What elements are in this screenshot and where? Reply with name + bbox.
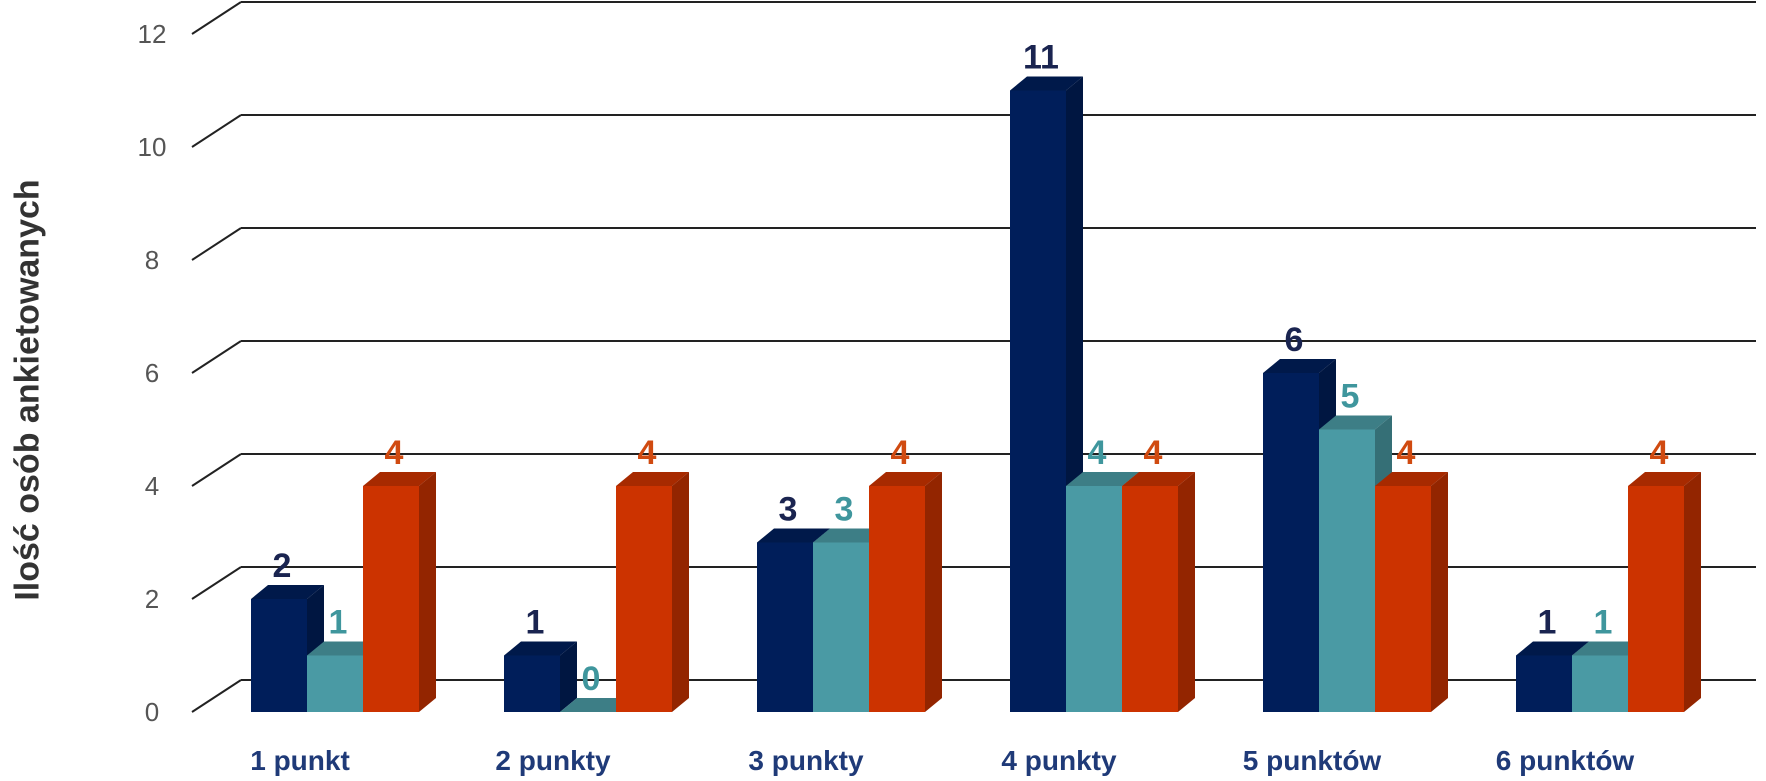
- data-label: 4: [385, 434, 404, 472]
- bar-front: [307, 655, 363, 712]
- bar-front: [813, 542, 869, 712]
- bar: [504, 641, 577, 712]
- bar-front: [504, 655, 560, 712]
- data-label: 4: [891, 434, 910, 472]
- bar-front: [1319, 429, 1375, 712]
- bar-front: [616, 486, 672, 712]
- bar-top: [1010, 76, 1083, 91]
- bar-top: [1122, 472, 1195, 486]
- bar-front: [1010, 90, 1066, 712]
- bar-top: [363, 472, 436, 486]
- bar: [560, 698, 633, 712]
- y-tick-label: 6: [145, 358, 159, 388]
- bar-top: [307, 641, 380, 656]
- bar-front: [1263, 373, 1319, 712]
- category-label: 5 punktów: [1243, 745, 1382, 776]
- data-label: 6: [1285, 321, 1304, 359]
- y-axis-ticks: 0 2 4 6 8 10 12: [138, 19, 167, 727]
- bar: [1122, 472, 1195, 712]
- gridline-diagonal: [191, 340, 242, 374]
- data-label: 1: [526, 604, 545, 642]
- gridline-diagonal: [191, 453, 242, 487]
- bar-front: [1628, 486, 1684, 712]
- bar: [616, 472, 689, 712]
- bar-top: [869, 472, 942, 486]
- bar-side: [1431, 472, 1448, 712]
- bar-front: [757, 542, 813, 712]
- data-label: 5: [1341, 378, 1360, 416]
- bar: [1319, 415, 1392, 712]
- bar-side: [1178, 472, 1195, 712]
- gridline-diagonal: [191, 679, 242, 713]
- bar-top: [1263, 359, 1336, 373]
- category-label: 6 punktów: [1496, 745, 1635, 776]
- bar-front: [1066, 486, 1122, 712]
- data-label: 1: [1538, 604, 1557, 642]
- bar-side: [1684, 472, 1701, 712]
- gridline-diagonal: [191, 566, 242, 600]
- bar-front: [363, 486, 419, 712]
- bar-top: [560, 698, 633, 712]
- bar-side: [672, 472, 689, 712]
- data-label: 4: [1650, 434, 1669, 472]
- bar-top: [1572, 641, 1645, 656]
- data-label: 0: [582, 660, 601, 698]
- bar-front: [1375, 486, 1431, 712]
- bar-top: [616, 472, 689, 486]
- bar: [1375, 472, 1448, 712]
- data-label: 4: [638, 434, 657, 472]
- bar-top: [504, 641, 577, 656]
- y-tick-label: 8: [145, 245, 159, 275]
- bar: [363, 472, 436, 712]
- bar-front: [1122, 486, 1178, 712]
- bar-top: [1319, 415, 1392, 430]
- bar-top: [1375, 472, 1448, 486]
- bar-side: [925, 472, 942, 712]
- bar-top: [757, 528, 830, 543]
- bar-top: [1066, 472, 1139, 486]
- category-label: 2 punkty: [495, 745, 611, 776]
- data-label: 1: [329, 604, 348, 642]
- bar-front: [1572, 655, 1628, 712]
- bar-top: [1516, 641, 1589, 656]
- bar-top: [1628, 472, 1701, 486]
- bar-top: [251, 585, 324, 599]
- bar-front: [1516, 655, 1572, 712]
- gridline-diagonal: [191, 114, 242, 148]
- data-label: 11: [1023, 39, 1059, 77]
- bar-front: [869, 486, 925, 712]
- y-tick-label: 12: [138, 19, 167, 49]
- gridline-diagonal: [191, 227, 242, 261]
- data-label: 1: [1594, 604, 1613, 642]
- data-label: 2: [273, 547, 292, 585]
- y-tick-label: 2: [145, 584, 159, 614]
- category-labels: 1 punkt 2 punkty 3 punkty 4 punkty 5 punktów…: [250, 745, 1634, 776]
- bar-top: [813, 528, 886, 543]
- y-tick-label: 10: [138, 132, 167, 162]
- category-label: 4 punkty: [1001, 745, 1117, 776]
- bar-front: [251, 599, 307, 712]
- category-label: 3 punkty: [748, 745, 864, 776]
- data-label: 3: [779, 491, 798, 529]
- y-tick-label: 0: [145, 697, 159, 727]
- data-label: 3: [835, 491, 854, 529]
- data-label: 4: [1088, 434, 1107, 472]
- y-axis-title: Ilość osób ankietowanych: [8, 179, 47, 601]
- bar-side: [419, 472, 436, 712]
- gridline-diagonal: [191, 1, 242, 35]
- bar-side: [560, 641, 577, 712]
- category-label: 1 punkt: [250, 745, 350, 776]
- data-label: 4: [1397, 434, 1416, 472]
- grid-lines: [191, 1, 1756, 713]
- y-tick-label: 4: [145, 471, 159, 501]
- bar: [869, 472, 942, 712]
- bar: [1628, 472, 1701, 712]
- bars: [251, 76, 1701, 712]
- data-label: 4: [1144, 434, 1163, 472]
